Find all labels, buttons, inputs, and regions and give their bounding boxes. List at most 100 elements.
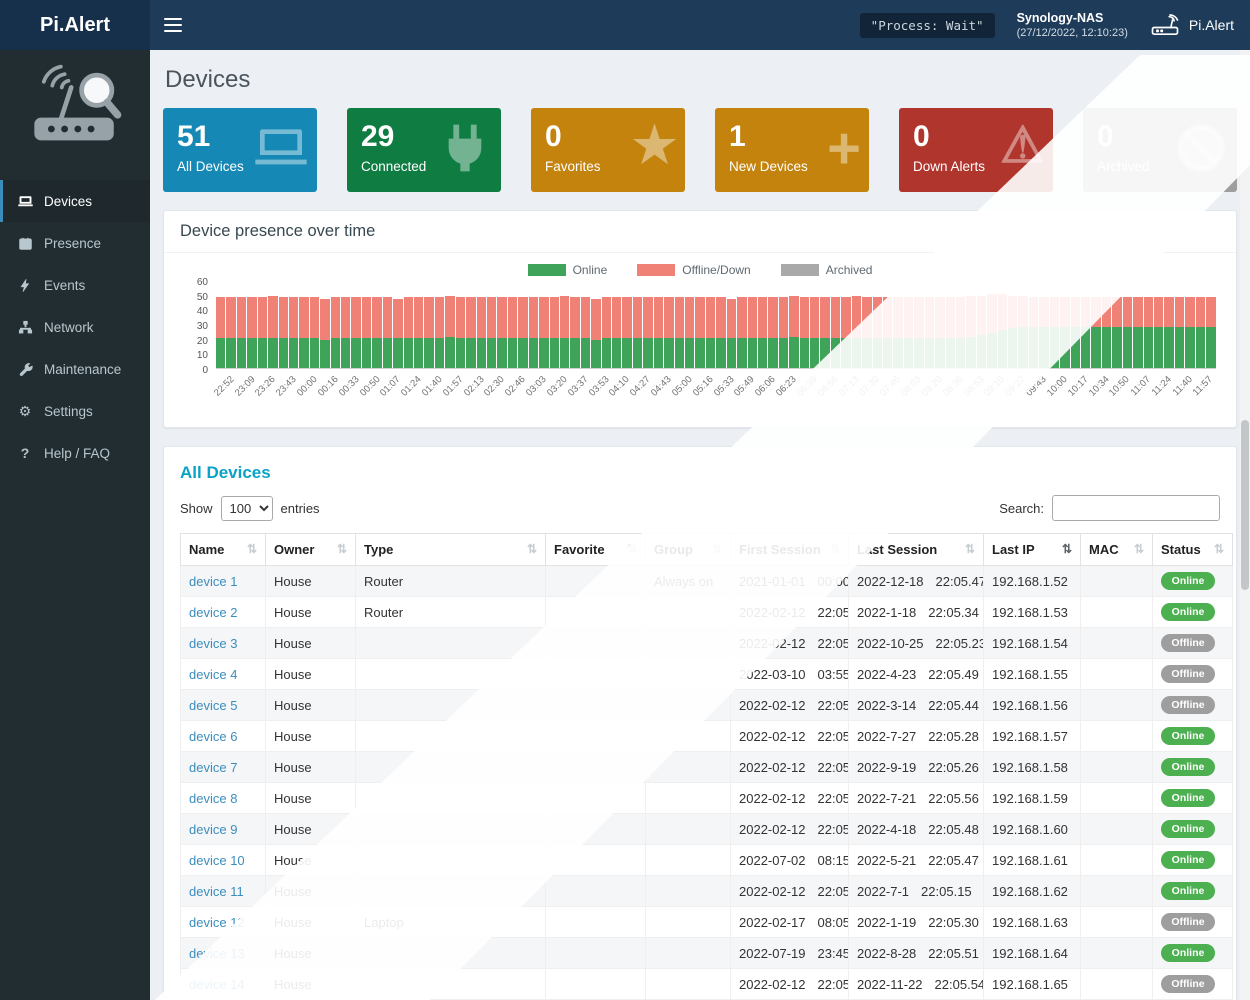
name-cell: device 7 <box>180 751 266 783</box>
card-all-devices[interactable]: 51 All Devices <box>163 108 317 192</box>
bar-segment-offline <box>247 297 257 339</box>
status-cell: Online <box>1152 782 1233 814</box>
bar-segment-online <box>424 338 434 368</box>
column-header-mac[interactable]: MAC ⇅ <box>1080 533 1153 566</box>
card-value: 0 <box>545 120 562 153</box>
navbar-right: "Process: Wait" Synology-NAS (27/12/2022… <box>150 0 1250 50</box>
device-link[interactable]: device 2 <box>189 604 238 620</box>
device-link[interactable]: device 11 <box>189 883 244 899</box>
sort-icon[interactable]: ⇅ <box>1213 542 1224 556</box>
column-header-group[interactable]: Group ⇅ <box>645 533 731 566</box>
bar-segment-online <box>768 338 778 368</box>
type-cell: Laptop <box>355 906 546 938</box>
chart-bar <box>570 283 580 368</box>
sort-icon[interactable]: ⇅ <box>526 542 537 556</box>
card-favorites[interactable]: 0 Favorites ★ <box>531 108 685 192</box>
card-down-alerts[interactable]: 0 Down Alerts ⚠ <box>899 108 1053 192</box>
device-link[interactable]: device 7 <box>189 759 238 775</box>
sort-icon[interactable]: ⇅ <box>626 542 637 556</box>
first-session-cell: 2022-02-17 08:05 <box>730 906 849 938</box>
card-new-devices[interactable]: 1 New Devices + <box>715 108 869 192</box>
x-tick: 00:16 <box>316 371 341 419</box>
y-tick-label: 30 <box>196 320 208 332</box>
x-tick-label: 10:50 <box>1107 374 1132 399</box>
card-label: Connected <box>361 159 427 174</box>
column-header-last-session[interactable]: Last Session ⇅ <box>848 533 984 566</box>
bar-segment-online <box>257 338 268 368</box>
sort-icon[interactable]: ⇅ <box>246 542 257 556</box>
sort-icon[interactable]: ⇅ <box>829 542 840 556</box>
bar-segment-online <box>810 338 820 368</box>
sidebar-item-network[interactable]: Network <box>0 306 150 348</box>
column-header-favorite[interactable]: Favorite ⇅ <box>545 533 646 566</box>
bar-segment-offline <box>1122 297 1133 327</box>
column-header-last-ip[interactable]: Last IP ⇅ <box>983 533 1081 566</box>
device-row: device 3 House 2022-02-12 22:05 2022-10-2… <box>180 627 1233 659</box>
device-link[interactable]: device 6 <box>189 728 238 744</box>
column-header-name[interactable]: Name ⇅ <box>180 533 266 566</box>
bar-segment-online <box>476 338 486 368</box>
sidebar-item-presence[interactable]: Presence <box>0 222 150 264</box>
first-session-cell: 2022-02-12 22:05 <box>730 968 849 1000</box>
bar-segment-online <box>737 338 747 368</box>
scrollbar-thumb[interactable] <box>1241 420 1249 590</box>
card-archived[interactable]: 0 Archived <box>1083 108 1237 192</box>
sidebar-item-help[interactable]: ? Help / FAQ <box>0 432 150 474</box>
sidebar-item-maintenance[interactable]: Maintenance <box>0 348 150 390</box>
column-header-first-session[interactable]: First Session ⇅ <box>730 533 849 566</box>
device-link[interactable]: device 5 <box>189 697 238 713</box>
device-link[interactable]: device 1 <box>189 573 238 589</box>
search-input[interactable] <box>1052 495 1220 521</box>
device-link[interactable]: device 3 <box>189 635 238 651</box>
x-tick: 07:30 <box>857 371 883 419</box>
bar-segment-online <box>268 338 278 368</box>
device-link[interactable]: device 4 <box>189 666 238 682</box>
bar-segment-offline <box>612 297 622 339</box>
sort-icon[interactable]: ⇅ <box>964 542 975 556</box>
chart-bar <box>955 283 966 368</box>
group-cell <box>645 813 731 845</box>
brand-logo[interactable]: Pi.Alert <box>0 0 150 50</box>
router-icon <box>1151 14 1179 35</box>
x-tick: 10:34 <box>1086 371 1112 419</box>
device-link[interactable]: device 13 <box>189 945 245 961</box>
nav-app-link[interactable]: Pi.Alert <box>1150 13 1234 37</box>
device-link[interactable]: device 12 <box>189 914 245 930</box>
bar-segment-online <box>705 338 716 368</box>
x-tick: 04:43 <box>649 371 674 419</box>
last-ip-cell: 192.168.1.60 <box>983 813 1081 845</box>
hamburger-icon[interactable] <box>164 18 182 32</box>
card-connected[interactable]: 29 Connected <box>347 108 501 192</box>
device-link[interactable]: device 14 <box>189 976 245 992</box>
sort-icon[interactable]: ⇅ <box>336 542 347 556</box>
menu-label: Events <box>44 277 86 293</box>
bar-segment-online <box>455 338 466 368</box>
bar-segment-online <box>528 338 539 368</box>
sidebar-item-events[interactable]: Events <box>0 264 150 306</box>
sidebar-item-settings[interactable]: ⚙ Settings <box>0 390 150 432</box>
sort-icon[interactable]: ⇅ <box>711 542 722 556</box>
x-tick-label: 23:26 <box>253 374 278 399</box>
sort-icon[interactable]: ⇅ <box>1061 542 1072 556</box>
sort-icon[interactable]: ⇅ <box>1133 542 1144 556</box>
chart-bar <box>851 283 862 368</box>
column-header-owner[interactable]: Owner ⇅ <box>265 533 356 566</box>
device-link[interactable]: device 8 <box>189 790 238 806</box>
device-row: device 5 House 2022-02-12 22:05 2022-3-14… <box>180 689 1233 721</box>
sidebar-item-devices[interactable]: Devices <box>0 180 150 222</box>
device-link[interactable]: device 10 <box>189 852 245 868</box>
column-header-status[interactable]: Status ⇅ <box>1152 533 1233 566</box>
x-tick-label: 03:53 <box>586 374 612 399</box>
column-header-type[interactable]: Type ⇅ <box>355 533 546 566</box>
entries-select[interactable]: 100 <box>220 495 273 521</box>
device-link[interactable]: device 9 <box>189 821 238 837</box>
last-session-cell: 2022-7-21 22:05.56 <box>848 782 984 814</box>
bar-segment-offline <box>914 297 924 339</box>
x-tick: 10:00 <box>1045 371 1070 419</box>
favorite-cell <box>545 844 646 876</box>
bar-segment-offline <box>268 295 278 339</box>
last-ip-cell: 192.168.1.54 <box>983 627 1081 659</box>
first-session-cell: 2022-07-02 08:15 <box>730 844 849 876</box>
vertical-scrollbar[interactable] <box>1240 50 1250 1000</box>
bar-segment-online <box>1206 326 1216 368</box>
